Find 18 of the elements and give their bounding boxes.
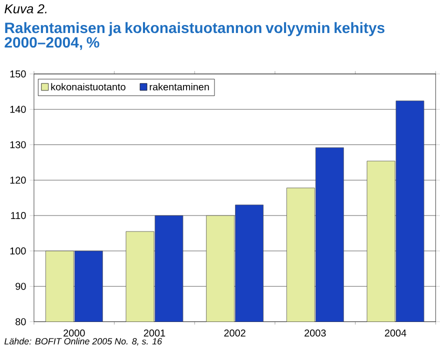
legend-label: kokonaistuotanto — [51, 83, 126, 91]
y-tick-label: 130 — [10, 141, 26, 148]
y-tick-label: 120 — [10, 176, 26, 184]
text: Lähde: BOFIT Online 2005 No. 8, s. 16 — [4, 338, 162, 346]
chart-subtitle: Kuva 2. — [4, 4, 46, 14]
x-tick-label: 2004 — [384, 330, 406, 337]
x-tick-label: 2002 — [224, 330, 246, 337]
y-tick-label: 100 — [10, 248, 26, 255]
y-tick-label: 110 — [11, 212, 26, 220]
y-tick-label: 140 — [10, 106, 26, 114]
y-tick-label: 80 — [16, 318, 26, 326]
y-tick-label: 90 — [16, 282, 26, 290]
y-tick-label: 150 — [10, 70, 26, 78]
x-tick-label: 2001 — [144, 330, 166, 337]
legend-label: rakentaminen — [150, 83, 209, 91]
x-tick-label: 2000 — [64, 330, 85, 337]
chart-title: Rakentamisen ja kokonaistuotannon volyymin kehitys 2000–2004, % — [4, 22, 384, 50]
x-tick-label: 2003 — [304, 330, 326, 337]
